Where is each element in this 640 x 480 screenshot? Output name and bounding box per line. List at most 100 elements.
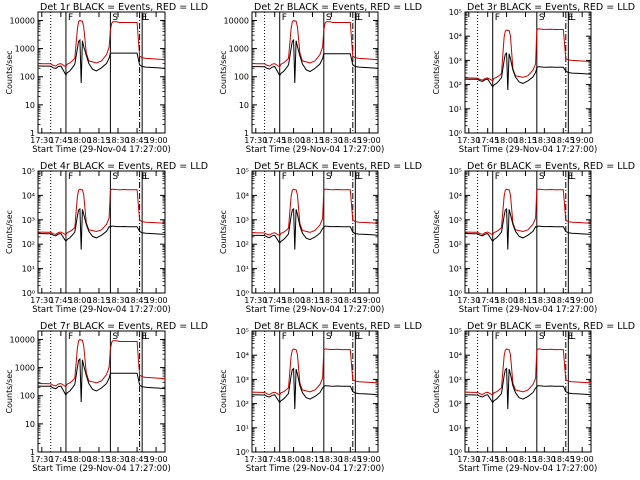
y-tick-label: 10⁴ <box>22 191 35 200</box>
panel-title: Det 2r BLACK = Events, RED = LLD <box>254 2 422 13</box>
lld-series-line <box>464 188 592 236</box>
marker-label: E <box>142 13 148 23</box>
plot-frame <box>37 330 166 453</box>
x-tick-label: 18:00 <box>282 455 305 464</box>
x-tick-label: 19:00 <box>358 455 381 464</box>
lld-series-line <box>38 19 166 68</box>
lld-series-line <box>38 338 166 388</box>
y-tick-label: 10¹ <box>236 424 249 433</box>
y-axis-label: Counts/sec <box>5 210 14 254</box>
x-tick-label: 17:30 <box>457 296 480 305</box>
lld-series-line <box>252 19 379 68</box>
x-tick-label: 18:45 <box>339 136 362 145</box>
lld-series-line <box>465 28 592 82</box>
y-tick-label: 100 <box>20 73 35 82</box>
x-tick-label: 18:30 <box>106 455 129 464</box>
x-tick-label: 18:15 <box>514 455 537 464</box>
y-tick-label: 100 <box>20 392 35 401</box>
y-tick-label: 10 <box>239 101 249 110</box>
marker-label: L <box>357 332 362 342</box>
x-tick-label: 17:30 <box>30 296 53 305</box>
y-axis-label: Counts/sec <box>5 369 14 413</box>
x-tick-label: 18:30 <box>320 455 343 464</box>
marker-label: F <box>495 332 500 342</box>
events-series-line <box>465 207 592 250</box>
panel-title: Det 9r BLACK = Events, RED = LLD <box>467 321 635 332</box>
marker-label: F <box>282 172 287 182</box>
x-tick-label: 19:00 <box>358 136 381 145</box>
marker-label: F <box>282 13 287 23</box>
events-series-line <box>251 38 379 84</box>
marker-label: S <box>539 332 545 342</box>
x-tick-label: 18:30 <box>320 136 343 145</box>
marker-label: S <box>112 13 118 23</box>
x-tick-label: 19:00 <box>145 455 168 464</box>
y-tick-label: 10² <box>449 400 462 409</box>
y-tick-label: 10⁴ <box>449 191 462 200</box>
marker-label: F <box>495 172 500 182</box>
x-tick-label: 18:45 <box>126 136 149 145</box>
panel-det-5: Det 5r BLACK = Events, RED = LLD 10⁰ 10¹ 10… <box>219 161 422 315</box>
y-tick-label: 10⁰ <box>449 129 462 138</box>
plot-frame <box>251 330 379 453</box>
y-tick-label: 10¹ <box>449 265 462 274</box>
marker-label: E <box>568 172 574 182</box>
x-tick-label: 17:45 <box>476 455 499 464</box>
x-tick-label: 18:15 <box>301 136 324 145</box>
marker-label: L <box>144 172 149 182</box>
panel-title: Det 4r BLACK = Events, RED = LLD <box>40 161 208 172</box>
plot-frame <box>464 170 592 294</box>
x-axis-label: Start Time (29-Nov-04 17:27:00) <box>32 464 171 474</box>
x-tick-label: 17:45 <box>49 136 72 145</box>
y-tick-label: 10 <box>25 101 35 110</box>
panel-det-8: Det 8r BLACK = Events, RED = LLD 10⁰ 10¹ 10… <box>219 321 422 474</box>
y-tick-label: 1 <box>30 129 35 138</box>
x-tick-label: 18:15 <box>514 136 537 145</box>
y-tick-label: 10 <box>25 420 35 429</box>
y-tick-label: 10000 <box>10 335 35 344</box>
panel-title: Det 6r BLACK = Events, RED = LLD <box>467 161 635 172</box>
events-series-line <box>464 52 592 91</box>
panel-title: Det 7r BLACK = Events, RED = LLD <box>40 321 208 332</box>
lld-series-line <box>252 188 379 237</box>
y-tick-label: 10³ <box>22 216 35 225</box>
x-tick-label: 18:30 <box>533 296 556 305</box>
panel-title: Det 8r BLACK = Events, RED = LLD <box>254 321 422 332</box>
y-tick-label: 10⁵ <box>22 167 35 176</box>
marker-label: E <box>142 172 148 182</box>
panel-det-6: Det 6r BLACK = Events, RED = LLD 10⁰ 10¹ 10… <box>432 161 635 315</box>
x-tick-label: 18:00 <box>495 136 518 145</box>
panel-title: Det 1r BLACK = Events, RED = LLD <box>40 2 208 13</box>
marker-label: L <box>144 13 149 23</box>
y-axis-label: Counts/sec <box>432 369 441 413</box>
marker-label: L <box>144 332 149 342</box>
x-tick-label: 17:30 <box>457 136 480 145</box>
events-series-line <box>251 207 379 250</box>
panel-title: Det 5r BLACK = Events, RED = LLD <box>254 161 422 172</box>
y-tick-label: 10² <box>449 240 462 249</box>
x-axis-label: Start Time (29-Nov-04 17:27:00) <box>459 145 598 155</box>
x-tick-label: 18:30 <box>533 455 556 464</box>
x-tick-label: 18:30 <box>106 296 129 305</box>
y-axis-label: Counts/sec <box>219 50 228 94</box>
x-tick-label: 18:00 <box>495 455 518 464</box>
x-tick-label: 17:30 <box>30 136 53 145</box>
marker-label: E <box>142 332 148 342</box>
marker-label: E <box>355 172 361 182</box>
x-tick-label: 17:45 <box>263 296 286 305</box>
x-tick-label: 17:30 <box>244 455 267 464</box>
y-axis-label: Counts/sec <box>219 369 228 413</box>
events-series-line <box>38 207 166 250</box>
x-tick-label: 17:45 <box>476 296 499 305</box>
y-tick-label: 10¹ <box>236 265 249 274</box>
panel-det-1: Det 1r BLACK = Events, RED = LLD 1 10 100 10… <box>5 2 208 155</box>
x-tick-label: 18:45 <box>552 136 575 145</box>
x-axis-label: Start Time (29-Nov-04 17:27:00) <box>459 305 598 315</box>
marker-label: E <box>355 332 361 342</box>
x-tick-label: 18:45 <box>552 455 575 464</box>
marker-label: S <box>326 172 332 182</box>
x-axis-label: Start Time (29-Nov-04 17:27:00) <box>246 305 385 315</box>
events-series-line <box>465 367 592 410</box>
x-tick-label: 18:30 <box>320 296 343 305</box>
y-tick-label: 10³ <box>449 375 462 384</box>
